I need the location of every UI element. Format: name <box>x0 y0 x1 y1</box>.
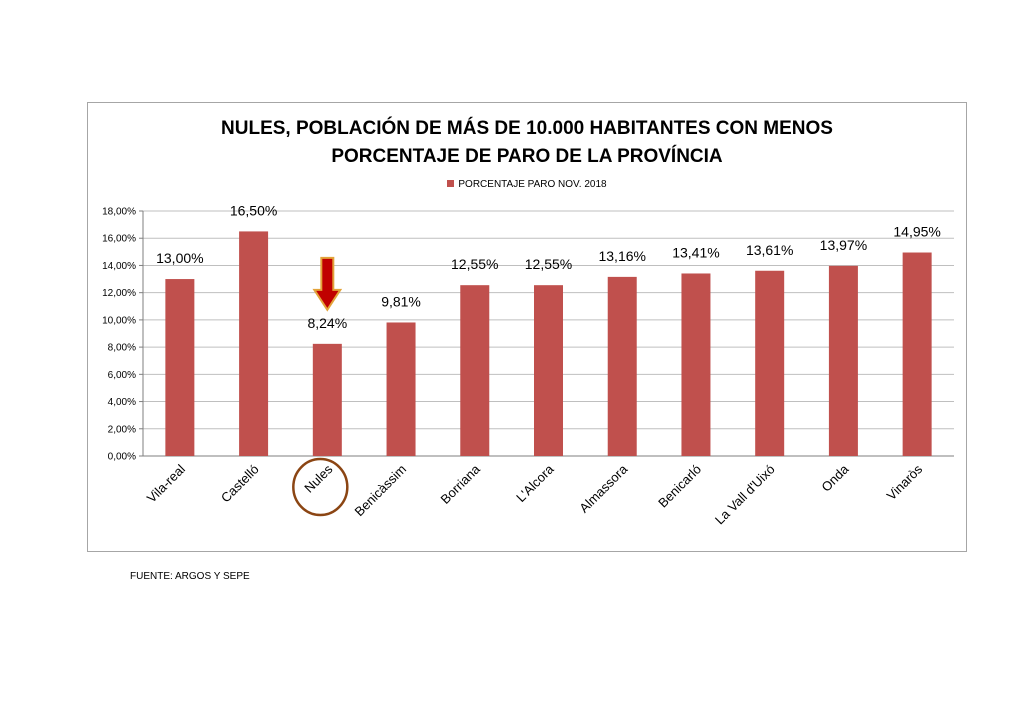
category-label: Borriana <box>438 461 484 507</box>
bar <box>755 270 785 456</box>
data-label: 13,61% <box>746 242 793 258</box>
legend-label: PORCENTAJE PARO NOV. 2018 <box>458 179 607 190</box>
y-tick-label: 6,00% <box>108 370 136 381</box>
data-label: 14,95% <box>893 224 940 240</box>
bar <box>239 231 269 456</box>
category-label: Almassora <box>576 461 631 516</box>
y-tick-label: 16,00% <box>102 234 136 245</box>
category-label: Vila-real <box>144 461 188 505</box>
category-label: Onda <box>818 461 852 495</box>
data-label: 8,24% <box>307 315 347 331</box>
data-label: 13,16% <box>598 248 645 264</box>
category-label: Vinaròs <box>884 461 926 503</box>
category-label: Castelló <box>218 462 262 506</box>
chart-title-line-2: PORCENTAJE DE PARO DE LA PROVÍNCIA <box>331 146 723 167</box>
data-label: 12,55% <box>451 256 498 272</box>
data-label: 13,97% <box>820 237 867 253</box>
data-label: 13,41% <box>672 244 719 260</box>
y-tick-label: 10,00% <box>102 315 136 326</box>
source-note: FUENTE: ARGOS Y SEPE <box>130 571 250 582</box>
y-tick-label: 18,00% <box>102 207 136 218</box>
bar <box>165 279 195 456</box>
y-tick-label: 12,00% <box>102 288 136 299</box>
chart-frame: NULES, POBLACIÓN DE MÁS DE 10.000 HABITA… <box>87 102 967 552</box>
bar <box>386 322 416 456</box>
y-tick-label: 0,00% <box>108 452 136 463</box>
chart-legend: PORCENTAJE PARO NOV. 2018 <box>88 179 966 190</box>
bar <box>902 252 932 456</box>
legend-swatch <box>447 180 455 187</box>
category-label: Nules <box>301 461 335 495</box>
bar <box>534 285 563 456</box>
data-label: 13,00% <box>156 250 203 266</box>
category-label: Benicàssim <box>352 462 410 520</box>
bar <box>607 276 637 456</box>
category-label: Benicarló <box>655 462 704 511</box>
bar <box>312 343 342 456</box>
data-label: 12,55% <box>525 256 572 272</box>
y-tick-label: 4,00% <box>108 397 136 408</box>
data-label: 16,50% <box>230 202 277 218</box>
data-label: 9,81% <box>381 293 421 309</box>
y-tick-label: 2,00% <box>108 424 136 435</box>
bar-plot: 0,00% 2,00% 4,00% 6,00% 8,00% 10,00% 12,00% 14,… <box>102 202 954 528</box>
chart-title: NULES, POBLACIÓN DE MÁS DE 10.000 HABITA… <box>88 115 966 171</box>
bar <box>460 285 490 456</box>
category-label: L'Alcora <box>513 461 557 505</box>
y-tick-label: 8,00% <box>108 343 136 354</box>
highlight-circle <box>292 457 349 517</box>
bar <box>828 265 858 456</box>
category-label: La Vall d'Uixó <box>712 462 778 528</box>
bar <box>681 273 711 456</box>
y-tick-label: 14,00% <box>102 261 136 272</box>
down-arrow-icon <box>312 256 343 312</box>
chart-title-line-1: NULES, POBLACIÓN DE MÁS DE 10.000 HABITA… <box>221 118 833 139</box>
